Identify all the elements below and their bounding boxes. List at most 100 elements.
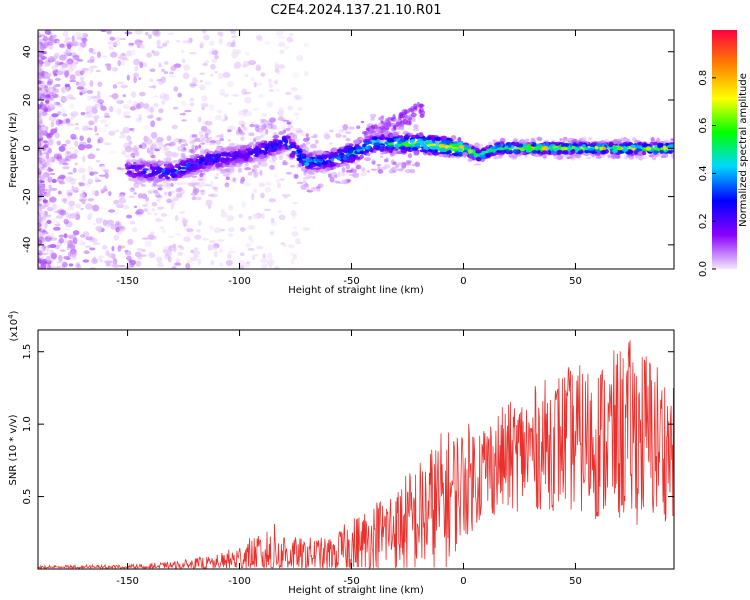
spectrogram-noise-blob <box>211 58 218 64</box>
spectrogram-noise-blob <box>199 84 206 91</box>
spectrogram-halo-blob <box>228 168 235 174</box>
colorbar-axis: 0.0 0.2 0.4 0.6 0.8 <box>698 70 716 277</box>
spectrogram-halo-blob <box>142 141 147 147</box>
spectrogram-noise-blob <box>149 68 156 72</box>
spectrogram-ridge-blob <box>645 146 652 151</box>
spectrogram-panel: -150 -100 -50 0 50 -40 -20 0 20 40 Height of str… <box>8 29 675 296</box>
spectrogram-halo-blob <box>411 164 415 167</box>
spectrogram-noise-blob <box>43 106 49 112</box>
spectrogram-noise-blob <box>151 30 159 36</box>
spectrogram-noise-blob <box>153 102 159 108</box>
spectrogram-noise-blob <box>59 123 64 127</box>
spectrogram-ridge-blob <box>257 143 262 149</box>
spectrogram-noise-blob <box>205 199 213 207</box>
spectrogram-noise-blob <box>268 89 275 92</box>
spectrogram-noise-blob <box>106 191 111 195</box>
spectrogram-noise-blob <box>199 79 203 83</box>
spectrogram-ridge-blob <box>372 145 380 150</box>
spectrogram-noise-blob <box>183 236 191 242</box>
spectrogram-noise-blob <box>152 95 159 98</box>
spectrogram-noise-blob <box>38 196 43 202</box>
spectrogram-streak-blob <box>408 119 412 126</box>
spectrogram-halo-blob <box>269 117 276 123</box>
spectrogram-noise-blob <box>197 190 206 193</box>
spectrogram-noise-blob <box>273 61 280 65</box>
spectrogram-noise-blob <box>165 180 169 188</box>
spectrogram-ridge-blob <box>300 153 305 158</box>
spectrogram-halo-blob <box>493 155 499 160</box>
spectrogram-ridge-blob <box>236 158 244 163</box>
spectrogram-noise-blob <box>133 72 139 78</box>
spectrogram-noise-blob <box>94 190 99 197</box>
spectrogram-noise-blob <box>79 234 86 238</box>
spectrogram-halo-blob <box>305 133 309 138</box>
spectrogram-noise-blob <box>53 53 59 59</box>
spectrogram-noise-blob <box>291 231 299 237</box>
spectrogram-noise-blob <box>226 215 234 221</box>
spectrogram-noise-blob <box>97 136 104 144</box>
spectrogram-noise-blob <box>162 147 170 151</box>
spectrogram-noise-blob <box>216 173 220 176</box>
spectrogram-noise-blob <box>122 126 131 134</box>
spectrogram-ridge-blob <box>512 149 519 154</box>
spectrogram-noise-blob <box>101 245 108 250</box>
spectrogram-noise-blob <box>116 228 123 235</box>
spectrogram-noise-blob <box>46 219 52 225</box>
spectrogram-noise-blob <box>98 174 106 177</box>
spectrogram-halo-blob <box>170 182 174 187</box>
spectrogram-noise-blob <box>133 58 141 66</box>
spectrogram-noise-blob <box>38 197 41 202</box>
spectrogram-halo-blob <box>157 187 163 191</box>
spectrogram-ridge-blob <box>525 149 531 153</box>
spectrogram-ridge-blob <box>571 143 578 147</box>
spectrogram-noise-blob <box>204 120 213 126</box>
spectrogram-ridge-blob <box>207 161 214 166</box>
spectrogram-noise-blob <box>145 200 150 205</box>
spectrogram-noise-blob <box>124 146 133 153</box>
spectrogram-noise-blob <box>243 126 248 131</box>
spectrogram-noise-blob <box>108 105 114 113</box>
spectrogram-noise-blob <box>260 161 268 168</box>
spectrogram-halo-blob <box>263 123 267 129</box>
spectrogram-ridge-blob <box>657 143 664 149</box>
spectrogram-noise-blob <box>55 220 60 225</box>
spectrogram-noise-blob <box>122 94 127 98</box>
spectrogram-noise-blob <box>82 155 86 163</box>
spectrogram-halo-blob <box>405 160 412 164</box>
spectrogram-noise-blob <box>231 93 240 97</box>
spectrogram-noise-blob <box>136 103 141 110</box>
spectrogram-noise-blob <box>52 84 57 92</box>
spectrogram-ridge-blob <box>473 153 480 156</box>
spectrogram-noise-blob <box>208 104 215 112</box>
spectrogram-halo-blob <box>277 116 285 121</box>
spectrogram-noise-blob <box>264 41 271 45</box>
spectrogram-noise-blob <box>86 137 92 144</box>
spectrogram-noise-blob <box>109 94 116 98</box>
spectrogram-noise-blob <box>151 201 158 207</box>
spectrogram-noise-blob <box>191 196 197 201</box>
spectrogram-halo-blob <box>607 155 612 159</box>
spectrogram-noise-blob <box>147 115 154 119</box>
spectrogram-ridge-blob <box>637 142 641 146</box>
spectrogram-ridge-blob <box>136 164 142 169</box>
spectrogram-noise-blob <box>52 93 58 99</box>
spectrogram-halo-blob <box>194 144 199 151</box>
spectrogram-noise-blob <box>181 119 187 122</box>
spectrogram-noise-blob <box>73 189 79 193</box>
spectrogram-noise-blob <box>42 140 48 144</box>
spectrogram-y-tick-label: 0 <box>22 145 33 151</box>
spectrogram-ridge-blob <box>322 150 327 155</box>
spectrogram-noise-blob <box>65 86 70 93</box>
spectrogram-noise-blob <box>38 108 44 114</box>
spectrogram-noise-blob <box>51 178 57 184</box>
spectrogram-ridge-blob <box>151 162 158 168</box>
spectrogram-halo-blob <box>392 161 397 166</box>
spectrogram-noise-blob <box>43 143 49 148</box>
spectrogram-noise-blob <box>289 33 294 36</box>
spectrogram-noise-blob <box>65 212 70 219</box>
spectrogram-noise-blob <box>84 113 90 119</box>
spectrogram-noise-blob <box>72 237 78 245</box>
spectrogram-noise-blob <box>200 125 208 132</box>
spectrogram-noise-blob <box>70 133 77 140</box>
